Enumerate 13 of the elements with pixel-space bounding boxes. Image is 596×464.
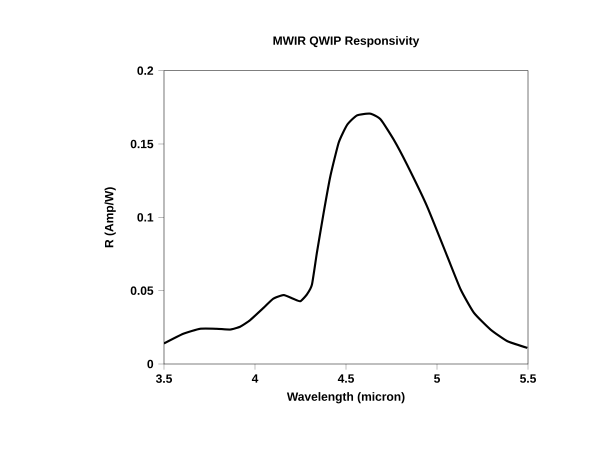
y-tick-label: 0.1: [137, 213, 154, 222]
x-tick-label: 4: [252, 374, 258, 383]
y-tick-label: 0.15: [130, 140, 154, 148]
y-axis-title: R (Amp/W): [104, 187, 116, 248]
y-tick-label: 0: [147, 360, 154, 368]
x-tick-label: 3.5: [156, 374, 172, 383]
y-tick-label: 0.05: [130, 286, 154, 295]
x-axis-title: Wavelength (micron): [286, 392, 405, 404]
x-tick-label: 5: [434, 374, 440, 383]
y-tick-label: 0.2: [137, 66, 154, 75]
x-tick-label: 4.5: [338, 374, 354, 383]
x-tick-label: 5.5: [520, 374, 536, 383]
chart-title: MWIR QWIP Responsivity: [273, 36, 420, 48]
